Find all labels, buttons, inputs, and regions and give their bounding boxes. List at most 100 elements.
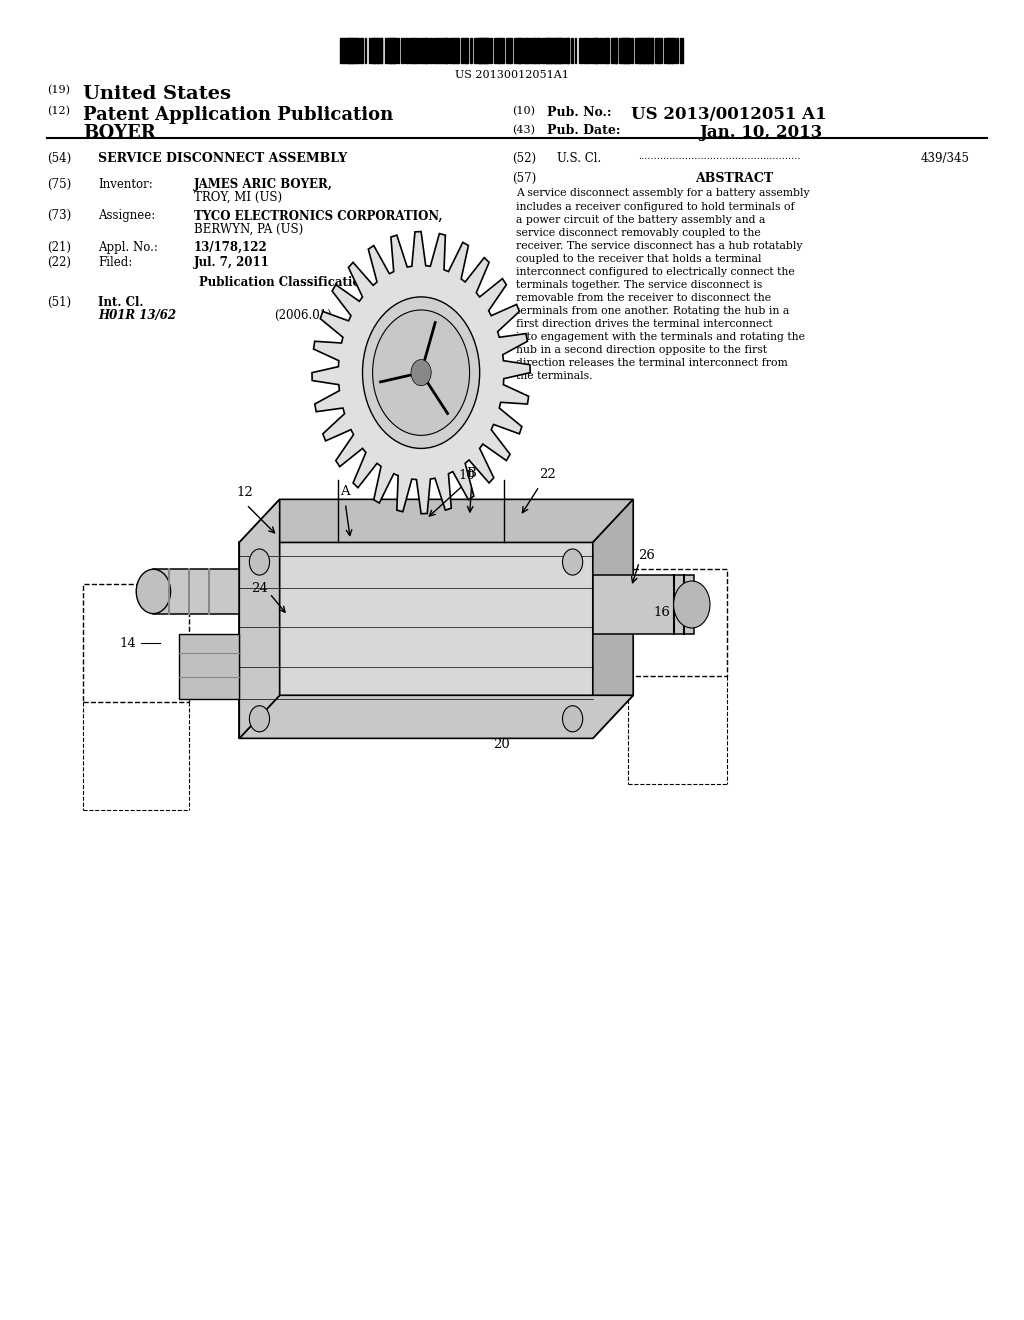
Text: U.S. Cl.: U.S. Cl. [557, 152, 602, 165]
Circle shape [562, 706, 583, 731]
Bar [421, 38, 426, 63]
Polygon shape [240, 499, 280, 738]
Bar [413, 38, 417, 63]
Bar [631, 38, 633, 63]
Text: 12: 12 [236, 486, 253, 499]
Bar [562, 38, 569, 63]
Text: 22: 22 [540, 469, 556, 480]
Bar [526, 38, 529, 63]
Bar [360, 38, 362, 63]
Bar [522, 38, 527, 63]
Circle shape [362, 297, 479, 449]
Text: A service disconnect assembly for a battery assembly
includes a receiver configu: A service disconnect assembly for a batt… [516, 189, 810, 381]
Bar [409, 38, 414, 63]
Circle shape [373, 310, 470, 436]
Bar [627, 38, 630, 63]
Bar [454, 38, 459, 63]
Text: Jul. 7, 2011: Jul. 7, 2011 [194, 256, 269, 269]
Bar [624, 38, 629, 63]
Text: (10): (10) [512, 106, 535, 116]
Bar [550, 38, 557, 63]
Text: 20: 20 [494, 738, 510, 751]
Text: BOYER: BOYER [83, 124, 156, 143]
Bar [381, 38, 382, 63]
Circle shape [250, 549, 269, 576]
Bar [494, 38, 500, 63]
Text: US 20130012051A1: US 20130012051A1 [455, 70, 569, 79]
Text: Pub. Date:: Pub. Date: [548, 124, 621, 137]
Text: A: A [341, 484, 350, 498]
Text: (57): (57) [512, 172, 537, 185]
Bar [574, 38, 577, 63]
Bar [437, 38, 441, 63]
Bar [498, 38, 502, 63]
Bar [599, 38, 602, 63]
Bar [340, 38, 344, 63]
Text: Appl. No.:: Appl. No.: [98, 240, 158, 253]
Bar [466, 38, 468, 63]
Text: (73): (73) [47, 210, 72, 222]
Bar [385, 38, 392, 63]
Bar [570, 38, 573, 63]
Circle shape [562, 549, 583, 576]
Bar [429, 38, 432, 63]
Bar [489, 38, 492, 63]
Bar [672, 38, 675, 63]
Text: ....................................................: ........................................… [638, 152, 801, 161]
Text: (52): (52) [512, 152, 537, 165]
Bar [668, 38, 673, 63]
Text: TROY, MI (US): TROY, MI (US) [194, 191, 282, 205]
Bar [462, 38, 467, 63]
Circle shape [136, 569, 171, 614]
Bar [530, 38, 535, 63]
Bar [393, 38, 395, 63]
Bar [518, 38, 521, 63]
Bar [558, 38, 563, 63]
Polygon shape [178, 634, 240, 700]
Text: Filed:: Filed: [98, 256, 132, 269]
Bar [514, 38, 521, 63]
Text: 10: 10 [458, 470, 475, 482]
Bar [643, 38, 649, 63]
Polygon shape [240, 696, 633, 738]
Bar [587, 38, 590, 63]
Text: (2006.01): (2006.01) [274, 309, 333, 322]
Text: (12): (12) [47, 106, 71, 116]
Text: Pub. No.:: Pub. No.: [548, 106, 612, 119]
Text: 24: 24 [251, 582, 267, 595]
Bar [458, 38, 460, 63]
Bar [651, 38, 653, 63]
Bar [474, 38, 480, 63]
Text: Int. Cl.: Int. Cl. [98, 296, 143, 309]
Bar [635, 38, 641, 63]
Text: ABSTRACT: ABSTRACT [695, 172, 773, 185]
Polygon shape [593, 576, 694, 634]
Bar [377, 38, 382, 63]
Bar [611, 38, 617, 63]
Bar [397, 38, 399, 63]
Bar [680, 38, 683, 63]
Text: (51): (51) [47, 296, 72, 309]
Text: JAMES ARIC BOYER,: JAMES ARIC BOYER, [194, 178, 333, 191]
Text: 439/345: 439/345 [922, 152, 970, 165]
Bar [369, 38, 375, 63]
Text: (19): (19) [47, 86, 71, 95]
Bar [365, 38, 367, 63]
Bar [639, 38, 645, 63]
Bar [547, 38, 552, 63]
Text: SERVICE DISCONNECT ASSEMBLY: SERVICE DISCONNECT ASSEMBLY [98, 152, 347, 165]
Bar [477, 38, 484, 63]
Circle shape [674, 581, 710, 628]
Text: 26: 26 [638, 549, 655, 562]
Bar [481, 38, 487, 63]
Bar [470, 38, 472, 63]
Bar [83, 585, 188, 702]
Bar [389, 38, 395, 63]
Bar [664, 38, 670, 63]
Text: (22): (22) [47, 256, 72, 269]
Text: TYCO ELECTRONICS CORPORATION,: TYCO ELECTRONICS CORPORATION, [194, 210, 442, 222]
Text: (75): (75) [47, 178, 72, 191]
Bar [535, 38, 539, 63]
Bar [445, 38, 449, 63]
Bar [647, 38, 653, 63]
